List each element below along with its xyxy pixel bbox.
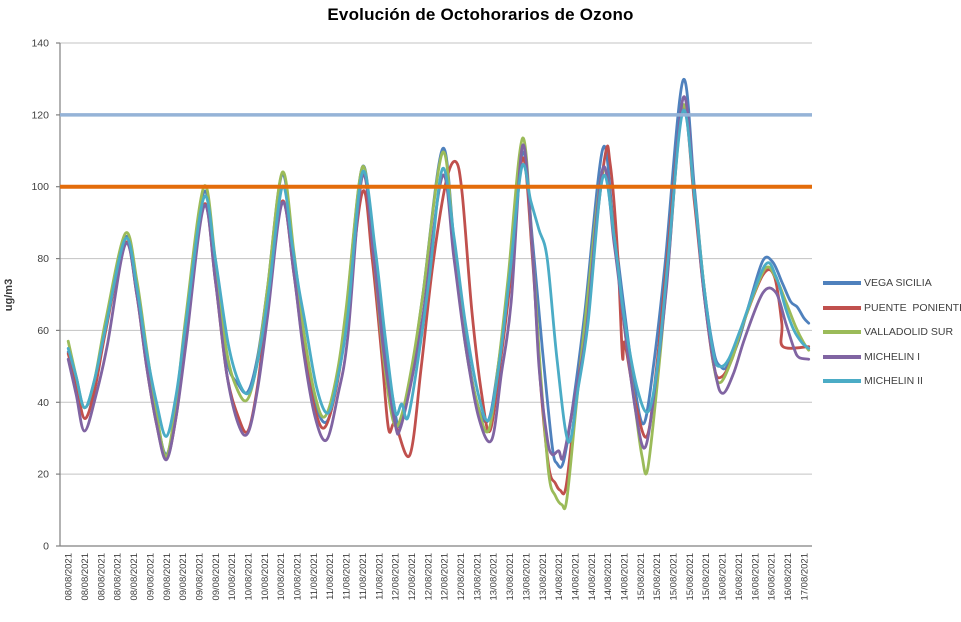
x-axis-tick-label: 09/08/2021 — [195, 553, 206, 601]
legend-swatch — [823, 330, 861, 335]
y-axis-tick-label: 120 — [31, 109, 49, 121]
x-axis-tick-label: 10/08/2021 — [276, 553, 287, 601]
series-line — [66, 77, 811, 469]
x-axis-tick-label: 16/08/2021 — [718, 553, 729, 601]
x-axis-tick-label: 15/08/2021 — [652, 553, 663, 601]
x-axis-tick-label: 13/08/2021 — [489, 553, 500, 601]
x-axis-tick-label: 14/08/2021 — [554, 553, 565, 601]
y-axis-tick-label: 140 — [31, 38, 49, 50]
x-axis-tick-label: 15/08/2021 — [669, 553, 680, 601]
x-axis-tick-label: 15/08/2021 — [685, 553, 696, 601]
x-axis-tick-label: 09/08/2021 — [145, 553, 156, 601]
x-axis-tick-label: 08/08/2021 — [80, 553, 91, 601]
x-axis-tick-label: 14/08/2021 — [587, 553, 598, 601]
x-axis-tick-label: 11/08/2021 — [342, 553, 353, 600]
x-axis-tick-label: 11/08/2021 — [358, 553, 369, 600]
legend: VEGA SICILIA PUENTE PONIENTE VALLADOLID SU… — [823, 271, 961, 394]
x-axis-tick-label: 09/08/2021 — [211, 553, 222, 601]
x-axis-tick-label: 14/08/2021 — [571, 553, 582, 601]
legend-item: VALLADOLID SUR — [823, 320, 961, 345]
x-axis-tick-label: 14/08/2021 — [603, 553, 614, 601]
series-line — [66, 103, 811, 511]
series-line — [66, 108, 811, 444]
legend-label: VALLADOLID SUR — [864, 326, 954, 339]
x-axis-tick-label: 13/08/2021 — [521, 553, 532, 601]
x-axis-tick-label: 11/08/2021 — [309, 553, 320, 600]
legend-swatch — [823, 379, 861, 384]
y-axis-tick-label: 40 — [37, 397, 49, 409]
x-axis-tick-label: 16/08/2021 — [783, 553, 794, 601]
x-axis-tick-label: 12/08/2021 — [440, 553, 451, 601]
x-axis-tick-label: 13/08/2021 — [472, 553, 483, 601]
x-axis-tick-label: 11/08/2021 — [374, 553, 385, 600]
x-axis-tick-label: 12/08/2021 — [456, 553, 467, 601]
chart-title: Evolución de Octohorarios de Ozono — [327, 5, 634, 24]
y-axis-tick-label: 100 — [31, 181, 49, 193]
x-axis-tick-label: 12/08/2021 — [407, 553, 418, 601]
series-line — [66, 95, 811, 462]
legend-label: VEGA SICILIA — [864, 277, 932, 290]
x-axis-tick-label: 08/08/2021 — [96, 553, 107, 601]
x-axis-tick-label: 13/08/2021 — [538, 553, 549, 601]
y-axis-tick-label: 60 — [37, 325, 49, 337]
x-axis-tick-label: 08/08/2021 — [129, 553, 140, 601]
x-axis-tick-label: 17/08/2021 — [799, 553, 810, 601]
x-axis-tick-label: 10/08/2021 — [244, 553, 255, 601]
legend-label: MICHELIN I — [864, 350, 921, 363]
legend-label: MICHELIN II — [864, 375, 923, 388]
x-axis-tick-label: 10/08/2021 — [227, 553, 238, 601]
y-axis-tick-label: 80 — [37, 253, 49, 265]
legend-swatch — [823, 305, 861, 310]
legend-swatch — [823, 354, 861, 359]
x-axis-tick-label: 08/08/2021 — [64, 553, 75, 601]
y-axis-tick-label: 0 — [43, 541, 49, 553]
x-axis-tick-label: 16/08/2021 — [750, 553, 761, 601]
x-axis-tick-label: 08/08/2021 — [113, 553, 124, 601]
x-axis-tick-label: 13/08/2021 — [505, 553, 516, 601]
legend-item: MICHELIN I — [823, 345, 961, 370]
x-axis-tick-label: 16/08/2021 — [767, 553, 778, 601]
legend-item: MICHELIN II — [823, 369, 961, 394]
x-axis-tick-label: 12/08/2021 — [391, 553, 402, 601]
x-axis-tick-label: 15/08/2021 — [636, 553, 647, 601]
x-axis-tick-label: 12/08/2021 — [423, 553, 434, 601]
x-axis-tick-label: 16/08/2021 — [734, 553, 745, 601]
legend-item: PUENTE PONIENTE — [823, 296, 961, 321]
x-axis-tick-label: 10/08/2021 — [293, 553, 304, 601]
x-axis-tick-label: 15/08/2021 — [701, 553, 712, 601]
x-axis-tick-label: 11/08/2021 — [325, 553, 336, 600]
x-axis-tick-label: 14/08/2021 — [620, 553, 631, 601]
x-axis-tick-label: 10/08/2021 — [260, 553, 271, 601]
legend-item: VEGA SICILIA — [823, 271, 961, 296]
x-axis-tick-label: 09/08/2021 — [162, 553, 173, 601]
legend-swatch — [823, 281, 861, 286]
x-axis-tick-label: 09/08/2021 — [178, 553, 189, 601]
y-axis-tick-label: 20 — [37, 469, 49, 481]
legend-label: PUENTE PONIENTE — [864, 301, 961, 314]
